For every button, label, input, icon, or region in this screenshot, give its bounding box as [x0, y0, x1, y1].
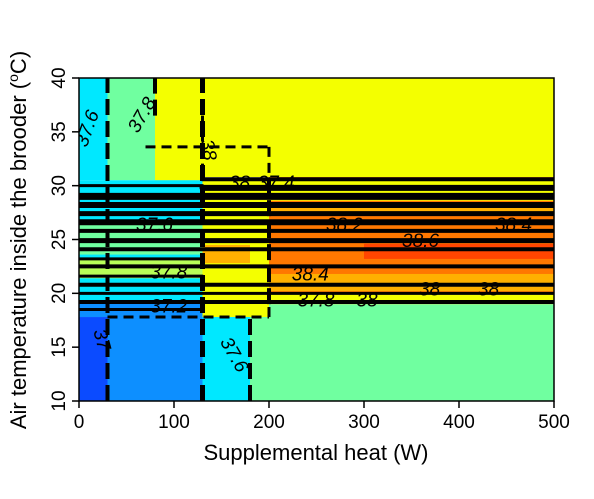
contour-label-17: 37.4: [258, 173, 295, 194]
zone-6: [155, 78, 203, 181]
y-axis-title-degree: o: [5, 74, 21, 82]
x-axis-title: Supplemental heat (W): [204, 440, 429, 465]
y-tick-label-4: 30: [49, 175, 70, 196]
contour-label-16: 38: [229, 173, 251, 194]
x-tick-label-2: 200: [253, 412, 285, 433]
contour-lines: [79, 78, 554, 401]
contour-label-12: 37.8: [298, 290, 335, 311]
contour-label-4: 37.8: [150, 262, 187, 283]
contour-label-8: 38.2: [326, 215, 363, 236]
zone-4: [79, 78, 108, 181]
zone-3: [250, 304, 554, 401]
band-9: [269, 273, 554, 292]
x-tick-label-5: 500: [538, 412, 570, 433]
zone-0: [79, 317, 108, 401]
contour-label-5: 37.2: [150, 297, 187, 318]
x-tick-label-0: 0: [74, 412, 85, 433]
contour-label-9: 38.6: [402, 231, 439, 252]
contour-label-14: 38: [419, 279, 441, 300]
contour-label-11: 38.4: [292, 264, 329, 285]
band-8: [269, 293, 554, 305]
contour-label-10: 38.4: [495, 215, 532, 236]
band-2: [79, 258, 203, 279]
y-tick-label-2: 20: [49, 283, 70, 304]
dashed-contours: [107, 115, 271, 319]
contour-label-15: 38: [478, 279, 500, 300]
contour-label-3: 37.6: [136, 215, 173, 236]
zone-7: [202, 78, 554, 178]
y-tick-label-1: 15: [49, 337, 70, 358]
axes: 0 100 200 300 400 500 10 15 20 25 30 35 40: [49, 67, 570, 433]
y-tick-label-5: 35: [49, 121, 70, 142]
contour-label-2: 38: [196, 138, 220, 163]
zone-2: [202, 317, 250, 401]
y-axis-title-main: Air temperature inside the brooder (: [6, 81, 31, 429]
y-tick-label-0: 10: [49, 390, 70, 411]
contour-label-13: 38: [356, 290, 378, 311]
y-axis-title: Air temperature inside the brooder (oC): [5, 51, 31, 429]
y-axis-title-unit: C): [6, 51, 31, 74]
x-tick-label-4: 400: [443, 412, 475, 433]
y-tick-label-6: 40: [49, 67, 70, 88]
y-tick-label-3: 25: [49, 229, 70, 250]
x-tick-label-3: 300: [348, 412, 380, 433]
zone-1: [107, 317, 203, 401]
band-11: [364, 243, 554, 259]
x-tick-label-1: 100: [158, 412, 190, 433]
